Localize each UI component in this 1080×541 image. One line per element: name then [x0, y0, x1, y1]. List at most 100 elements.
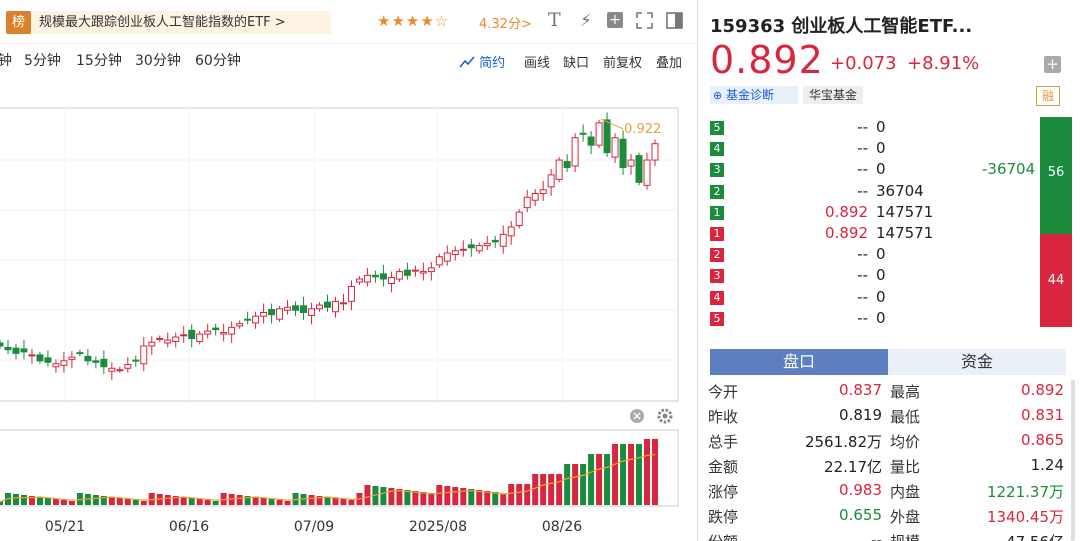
- candle: [244, 311, 252, 325]
- candle: [0, 340, 4, 349]
- level-price: 0.892: [825, 224, 868, 242]
- candle: [324, 294, 331, 312]
- overlay-button[interactable]: 叠加: [656, 56, 683, 71]
- candle: [12, 343, 20, 360]
- candle: [635, 152, 643, 186]
- candle: [284, 299, 292, 315]
- candle: [68, 351, 76, 369]
- period-5min[interactable]: 5分钟: [24, 53, 61, 69]
- fund-diagnosis-button[interactable]: ⊕ 基金诊断: [710, 86, 798, 104]
- volume-bar: [28, 496, 35, 505]
- volume-bar: [620, 444, 627, 505]
- quote-panel: 159363 创业板人工智能ETF... 0.892 +0.073 +8.91%…: [698, 0, 1080, 541]
- candle: [643, 152, 651, 190]
- candle: [260, 303, 268, 324]
- volume-bar: [236, 495, 243, 505]
- price-change-pct: +8.91%: [907, 53, 980, 74]
- candle: [379, 264, 387, 287]
- kline-chart[interactable]: 0.922 05/21 06/16 07/09 2025/08 08/26: [0, 100, 698, 541]
- orderbook-row[interactable]: 5 -- 0: [698, 308, 1038, 329]
- candle: [276, 305, 284, 323]
- volume-bar: [332, 498, 339, 505]
- draw-line-button[interactable]: 画线: [524, 56, 551, 71]
- rank-link[interactable]: 规模最大跟踪创业板人工智能指数的ETF >: [31, 11, 331, 34]
- volume-bar: [252, 497, 259, 505]
- orderbook-row[interactable]: 3 -- 0: [698, 159, 1038, 180]
- orderbook-row[interactable]: 4 -- 0: [698, 138, 1038, 159]
- volume-bar: [60, 500, 67, 505]
- candle: [491, 235, 499, 248]
- orderbook-row[interactable]: 5 -- 0: [698, 117, 1038, 138]
- x-tick-label: 08/26: [542, 519, 582, 535]
- volume-bar: [20, 495, 27, 505]
- level-badge: 4: [710, 142, 724, 157]
- level-volume: 0: [876, 308, 886, 327]
- candle: [220, 323, 228, 342]
- stat-value: --: [871, 531, 882, 541]
- add-icon[interactable]: +: [607, 12, 623, 28]
- candle: [76, 349, 84, 357]
- stat-label: 最低: [890, 408, 921, 426]
- volume-bar: [324, 497, 331, 505]
- period-1min[interactable]: 钟: [0, 50, 12, 70]
- orderbook-row[interactable]: 1 0.892 147571: [698, 202, 1038, 223]
- orderbook-row[interactable]: 3 -- 0: [698, 265, 1038, 286]
- buy-ratio-value: 44: [1047, 273, 1065, 288]
- max-price-label: 0.922: [624, 122, 661, 137]
- tab-pankou[interactable]: 盘口: [710, 349, 888, 375]
- fullscreen-icon[interactable]: [636, 12, 653, 34]
- close-volume-icon[interactable]: [630, 409, 644, 423]
- candle: [100, 350, 108, 375]
- volume-bar: [148, 493, 155, 505]
- fund-company-tag[interactable]: 华宝基金: [803, 86, 863, 104]
- volume-bar: [508, 484, 515, 505]
- volume-bar: [268, 499, 275, 505]
- volume-bar: [380, 487, 387, 505]
- price-change: +0.073: [830, 53, 897, 74]
- split-icon[interactable]: [666, 12, 683, 34]
- sell-ratio-value: 56: [1047, 165, 1065, 180]
- volume-bar: [52, 499, 59, 505]
- volume-bar: [220, 493, 227, 505]
- volume-bar: [244, 496, 251, 505]
- stat-value: 0.819: [839, 406, 882, 424]
- volume-bar: [460, 488, 467, 505]
- simple-mode-button[interactable]: 简约: [459, 52, 505, 71]
- gap-button[interactable]: 缺口: [563, 56, 590, 71]
- volume-bar: [172, 496, 179, 505]
- add-watchlist-icon[interactable]: +: [1044, 56, 1061, 73]
- period-15min[interactable]: 15分钟: [76, 53, 122, 69]
- orderbook-row[interactable]: 2 -- 0: [698, 244, 1038, 265]
- volume-bar: [340, 499, 347, 505]
- candle: [300, 296, 308, 320]
- flash-icon[interactable]: ⚡: [580, 11, 592, 31]
- settings-gear-icon[interactable]: [657, 408, 673, 424]
- rating-score-link[interactable]: 4.32分>: [479, 17, 532, 32]
- stat-label: 均价: [890, 433, 921, 451]
- margin-badge[interactable]: 融: [1036, 86, 1060, 106]
- stat-value: 22.17亿: [824, 458, 882, 476]
- period-30min[interactable]: 30分钟: [135, 53, 181, 69]
- candle: [308, 302, 316, 325]
- orderbook-row[interactable]: 2 -- 36704: [698, 181, 1038, 202]
- stat-label: 内盘: [890, 483, 921, 501]
- scrollbar[interactable]: [1071, 380, 1075, 541]
- volume-bar: [420, 492, 427, 505]
- period-bar: 钟 5分钟 15分钟 30分钟 60分钟: [0, 50, 697, 72]
- tab-zijin[interactable]: 资金: [888, 349, 1066, 375]
- stat-value: 0.892: [1021, 381, 1064, 399]
- volume-pane: [0, 429, 679, 507]
- text-icon[interactable]: T: [548, 9, 561, 31]
- candle: [116, 366, 124, 373]
- orderbook-row[interactable]: 1 0.892 147571: [698, 223, 1038, 244]
- period-60min[interactable]: 60分钟: [195, 53, 241, 69]
- volume-bar: [580, 464, 587, 505]
- orderbook-row[interactable]: 4 -- 0: [698, 287, 1038, 308]
- volume-bar: [140, 501, 147, 505]
- volume-bar: [188, 498, 195, 505]
- stats-row: 今开 0.837 最高 0.892: [698, 379, 1080, 404]
- stat-value: 0.983: [839, 481, 882, 499]
- candle: [651, 139, 659, 166]
- volume-bar: [412, 491, 419, 505]
- restore-button[interactable]: 前复权: [603, 56, 643, 71]
